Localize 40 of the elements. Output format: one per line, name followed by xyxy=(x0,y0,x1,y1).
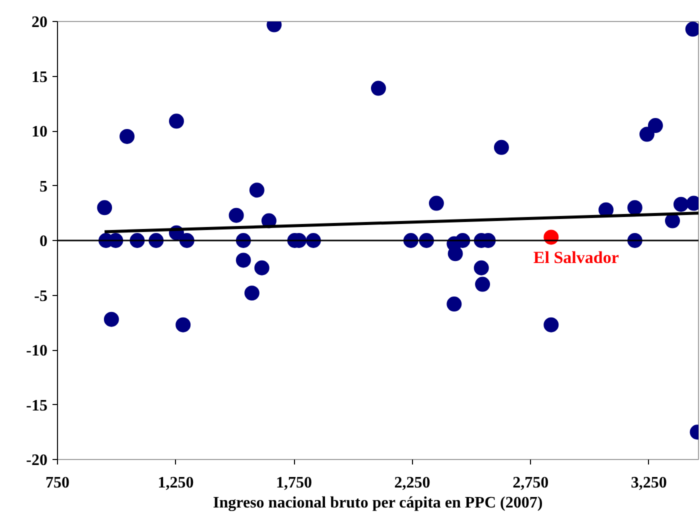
y-tick-label: 10 xyxy=(32,124,48,140)
x-axis-title: Ingreso nacional bruto per cápita en PPC (2007) xyxy=(213,494,543,512)
point xyxy=(428,196,444,211)
y-tick-label: 20 xyxy=(32,14,48,31)
point xyxy=(446,296,462,312)
point xyxy=(370,80,386,96)
point xyxy=(664,213,680,228)
point xyxy=(176,317,191,332)
point xyxy=(627,200,642,216)
y-tick-label: -5 xyxy=(34,288,48,305)
point xyxy=(544,317,559,332)
point xyxy=(104,312,119,327)
point xyxy=(97,200,112,216)
point xyxy=(236,252,251,268)
point xyxy=(448,246,463,262)
x-tick-label: 1,250 xyxy=(158,474,194,492)
y-tick-label: -20 xyxy=(26,452,48,469)
x-tick-label: 3,250 xyxy=(630,474,667,492)
point xyxy=(244,286,260,301)
x-tick-label: 2,750 xyxy=(512,474,549,492)
point xyxy=(120,128,135,144)
x-tick-label: 750 xyxy=(46,474,70,492)
point xyxy=(673,196,688,212)
point xyxy=(648,118,663,134)
point xyxy=(254,260,270,276)
y-tick-label: 0 xyxy=(40,233,48,250)
y-tick-label: 5 xyxy=(40,178,48,196)
point xyxy=(228,208,244,223)
y-tick-label: -15 xyxy=(26,397,48,414)
series-label: El Salvador xyxy=(533,248,620,268)
x-tick-label: 2,250 xyxy=(394,474,430,492)
point xyxy=(474,260,489,276)
point xyxy=(168,114,184,129)
point xyxy=(249,182,264,198)
y-tick-label: -10 xyxy=(26,342,48,360)
point xyxy=(475,276,490,292)
point xyxy=(494,140,509,155)
y-tick-label: 15 xyxy=(32,68,48,86)
point xyxy=(639,126,654,142)
x-tick-label: 1,750 xyxy=(276,474,312,492)
